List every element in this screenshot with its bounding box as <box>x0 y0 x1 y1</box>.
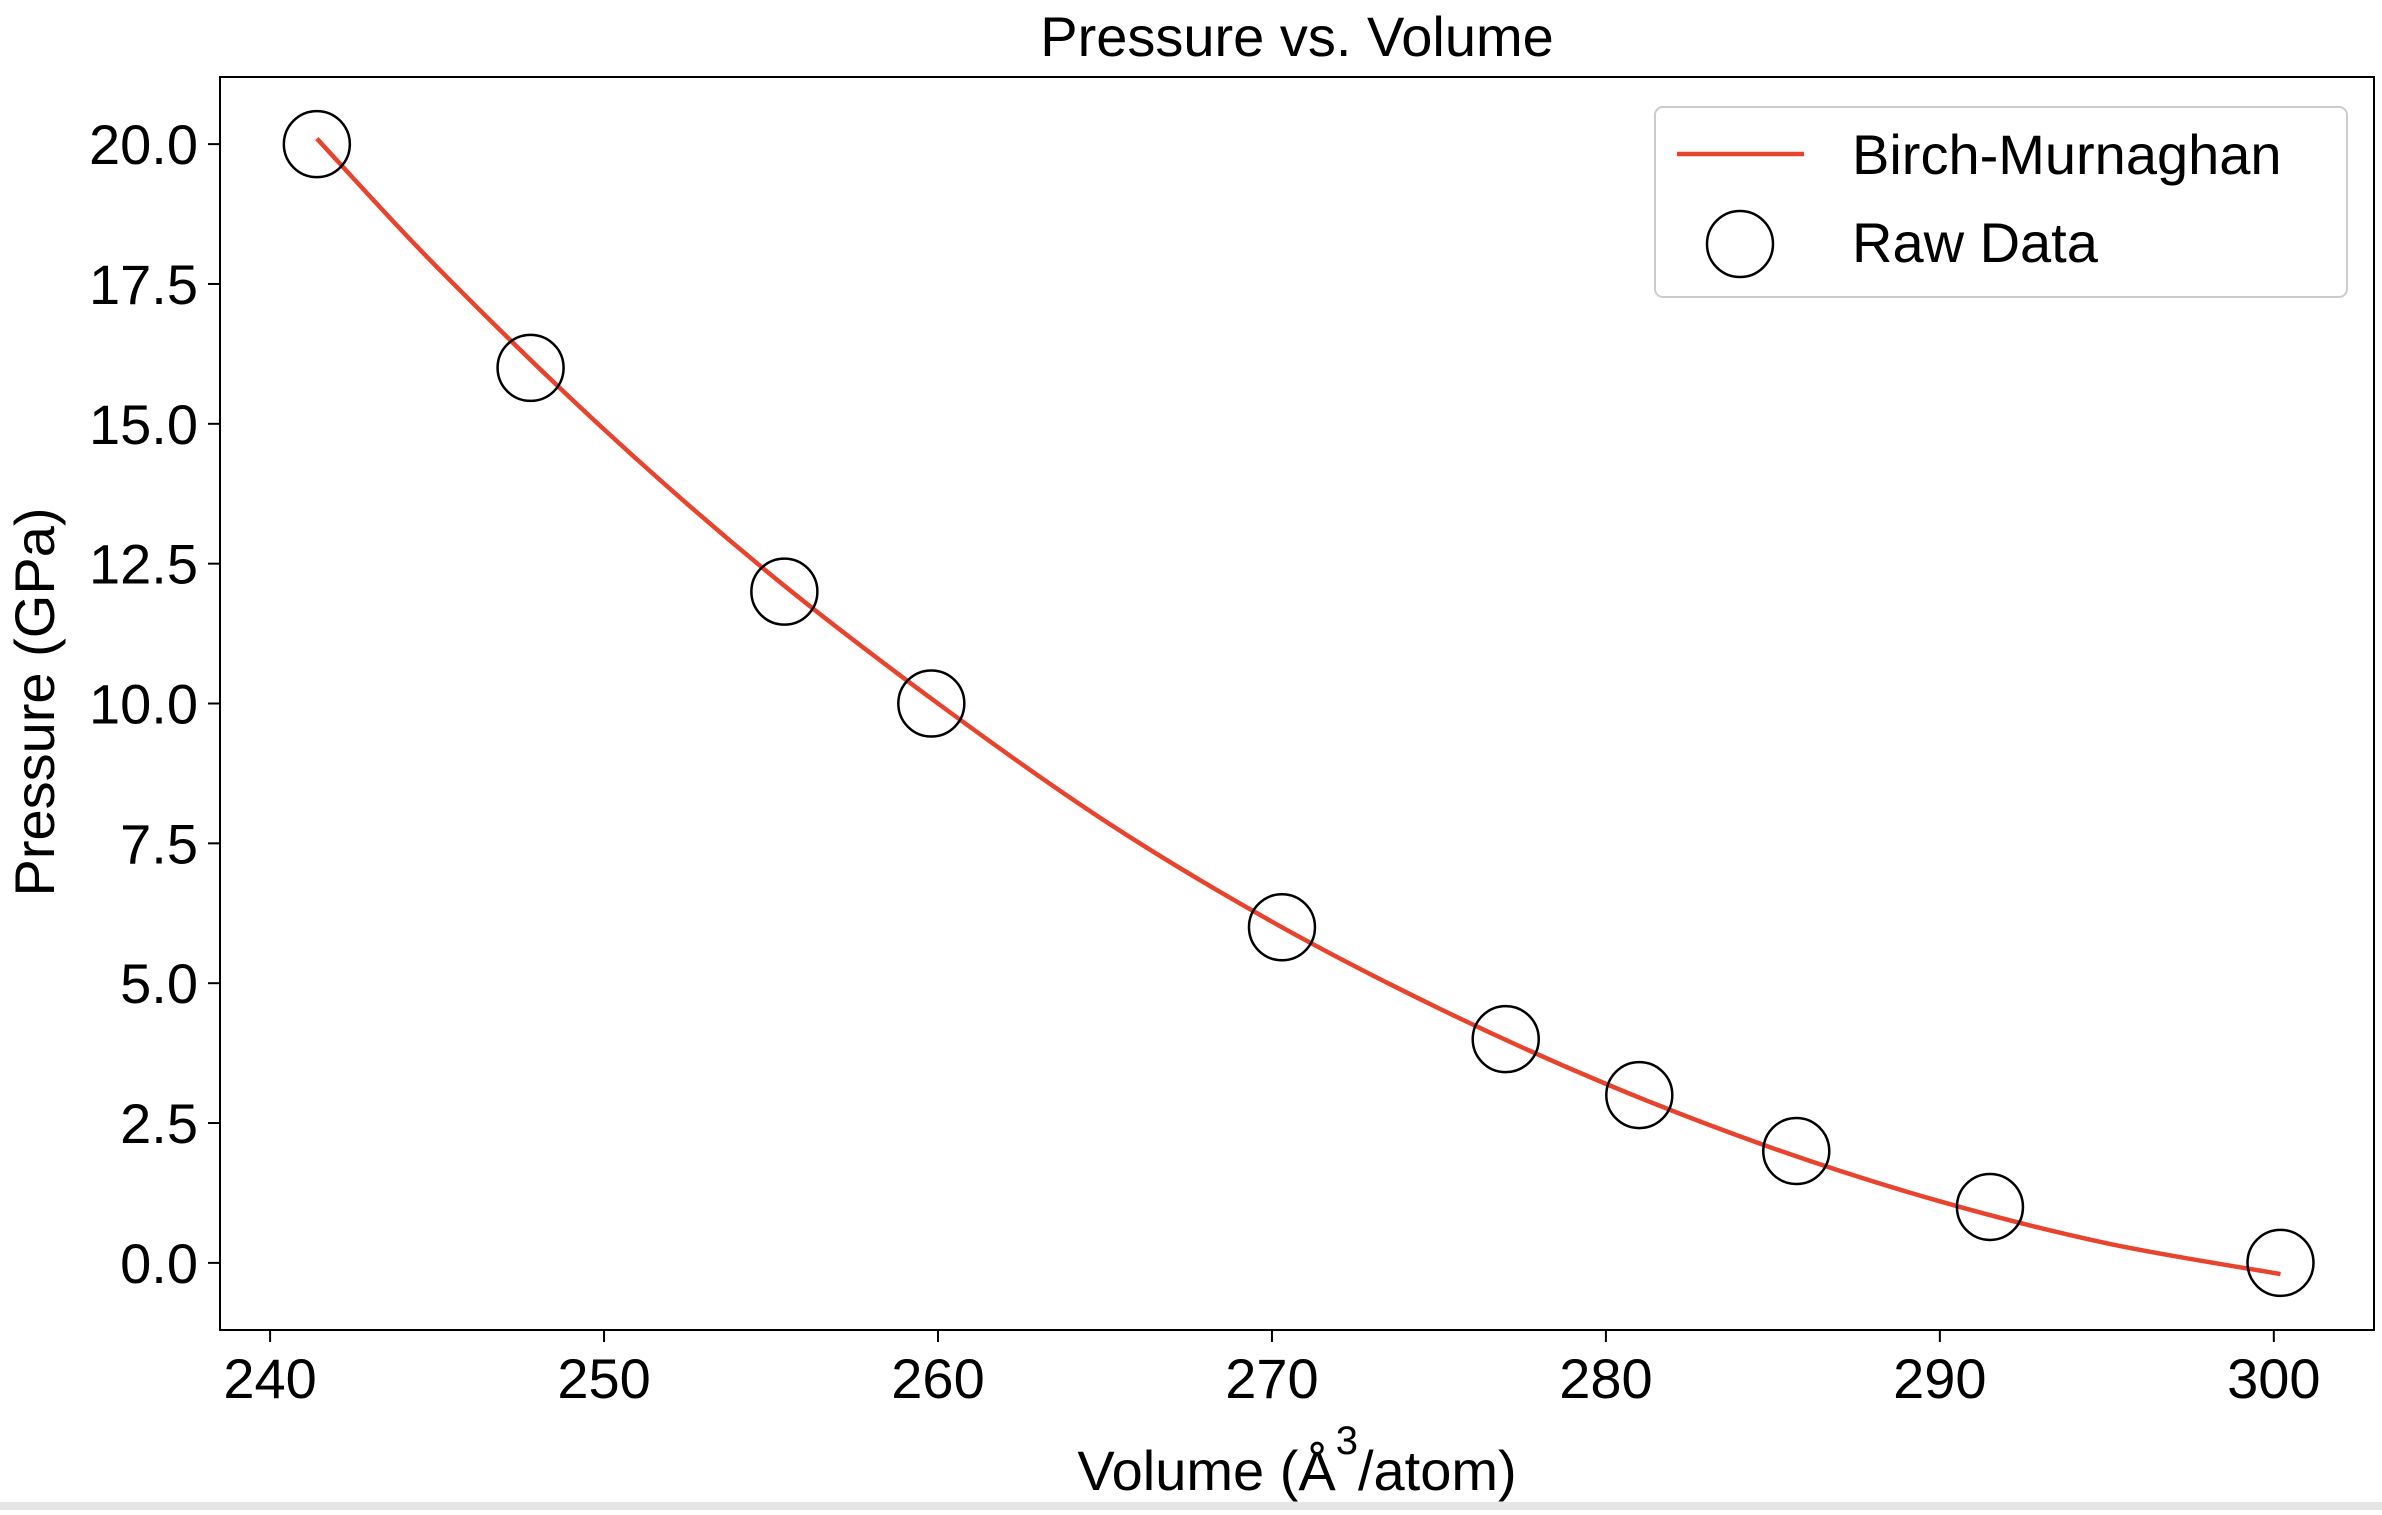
birch-murnaghan-curve <box>315 136 2281 1277</box>
x-tick-label: 280 <box>1559 1347 1652 1410</box>
y-tick-label: 7.5 <box>120 812 198 875</box>
raw-data-point <box>750 557 819 626</box>
chart-title: Pressure vs. Volume <box>1040 5 1554 68</box>
raw-data-point <box>1955 1172 2025 1242</box>
x-tick-label: 290 <box>1893 1347 1986 1410</box>
x-axis-label-main: Volume (Å <box>1077 1439 1336 1502</box>
y-tick-label: 15.0 <box>89 393 198 456</box>
y-tick-label: 17.5 <box>89 253 198 316</box>
raw-data-point <box>496 333 565 403</box>
legend: Birch-Murnaghan Raw Data <box>1654 106 2348 298</box>
y-tick-label: 12.5 <box>89 533 198 596</box>
window-bottom-strip <box>0 1502 2382 1510</box>
raw-data-point <box>1471 1004 1540 1074</box>
y-tick-label: 10.0 <box>89 673 198 736</box>
y-tick-label: 5.0 <box>120 952 198 1015</box>
raw-data-point <box>282 109 352 179</box>
plot-area <box>282 109 2315 1298</box>
raw-data-point <box>897 669 966 738</box>
x-tick-label: 300 <box>2227 1347 2320 1410</box>
x-tick-label: 260 <box>891 1347 984 1410</box>
legend-label-raw-data: Raw Data <box>1852 211 2099 274</box>
raw-data-point <box>1247 893 1317 962</box>
raw-data-point <box>1605 1060 1674 1130</box>
x-tick-label: 270 <box>1225 1347 1318 1410</box>
x-axis-label-superscript: 3 <box>1336 1419 1358 1463</box>
x-axis-label-suffix: /atom) <box>1358 1439 1517 1502</box>
y-tick-label: 2.5 <box>120 1092 198 1155</box>
legend-frame <box>1654 106 2348 298</box>
y-tick-label: 0.0 <box>120 1232 198 1295</box>
raw-data-point <box>1762 1116 1831 1186</box>
x-tick-label: 240 <box>223 1347 316 1410</box>
x-tick-label: 250 <box>557 1347 650 1410</box>
y-axis-label: Pressure (GPa) <box>3 508 66 897</box>
axes: 240 250 260 270 280 290 300 0.0 2.5 5.0 7.5 10.0 12.… <box>89 76 2375 1410</box>
x-axis-label: Volume (Å3/atom) <box>1077 1419 1516 1502</box>
legend-circle-swatch <box>1705 209 1775 279</box>
y-tick-label: 20.0 <box>89 113 198 176</box>
legend-label-birch-murnaghan: Birch-Murnaghan <box>1852 123 2282 186</box>
raw-data-point <box>2246 1228 2315 1298</box>
